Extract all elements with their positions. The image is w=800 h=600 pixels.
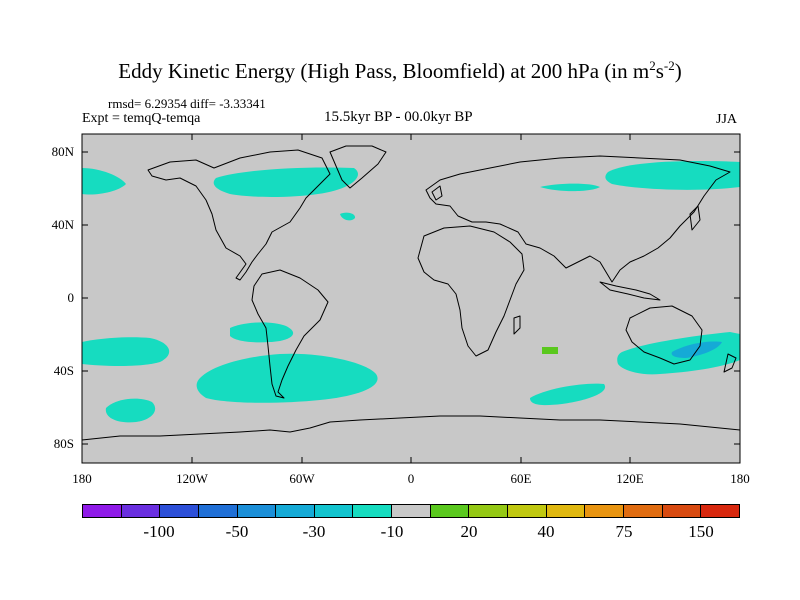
lat-label-40n: 40N xyxy=(51,217,74,232)
patch-north-atlantic-small xyxy=(340,212,356,221)
coast-greenland xyxy=(329,145,387,189)
colorbar-segment xyxy=(701,505,739,517)
colorbar-segment xyxy=(623,505,663,517)
patch-north-america xyxy=(213,167,358,197)
colorbar-segment xyxy=(237,505,277,517)
rmsd-diff-text: rmsd= 6.29354 diff= -3.33341 xyxy=(108,96,266,111)
map-frame xyxy=(81,133,741,464)
coast-eurasia xyxy=(425,155,731,283)
colorbar-segment xyxy=(508,505,547,517)
colorbar-segment xyxy=(121,505,161,517)
coast-australia xyxy=(625,305,703,365)
coast-indonesia xyxy=(599,281,661,301)
lon-label-180w: 180 xyxy=(72,471,92,486)
plot-title: Eddy Kinetic Energy (High Pass, Bloomfie… xyxy=(118,58,682,83)
patch-southern-ocean-east xyxy=(530,383,606,406)
patch-north-pacific-west xyxy=(82,168,126,195)
colorbar-label: -30 xyxy=(302,522,326,541)
patch-south-pacific-west xyxy=(82,337,170,366)
coast-japan xyxy=(689,205,701,231)
map-background xyxy=(82,134,740,463)
coast-antarctica xyxy=(81,415,741,441)
patch-south-pacific-central xyxy=(230,322,294,343)
colorbar-segment xyxy=(546,505,586,517)
patch-southern-ocean-west xyxy=(105,398,156,423)
coast-uk xyxy=(431,185,443,201)
coast-north-america xyxy=(147,149,331,281)
lat-label-80s: 80S xyxy=(53,436,74,451)
coast-new-zealand xyxy=(723,353,737,373)
lat-label-0: 0 xyxy=(67,290,75,305)
colorbar xyxy=(82,504,740,518)
patch-siberia xyxy=(605,161,740,190)
colorbar-segment xyxy=(430,505,470,517)
colorbar-segment xyxy=(160,505,199,517)
colorbar-segment xyxy=(662,505,702,517)
lon-label-180e: 180 xyxy=(730,471,750,486)
colorbar-segment xyxy=(353,505,393,517)
lon-label-60w: 60W xyxy=(289,471,315,486)
coast-africa xyxy=(417,225,525,357)
lat-label-80n: 80N xyxy=(51,144,74,159)
colorbar-segment xyxy=(585,505,624,517)
coastlines xyxy=(81,145,741,441)
coast-south-america xyxy=(251,269,329,399)
lon-label-120w: 120W xyxy=(176,471,208,486)
lat-label-40s: 40S xyxy=(53,363,74,378)
colorbar-segment xyxy=(83,505,122,517)
colorbar-segment xyxy=(198,505,238,517)
period-label: 15.5kyr BP - 00.0kyr BP xyxy=(324,109,473,125)
colorbar-segment xyxy=(276,505,315,517)
lon-label-120e: 120E xyxy=(616,471,644,486)
patch-europe xyxy=(540,183,600,192)
colorbar-label: 20 xyxy=(460,522,478,541)
colorbar-label: 40 xyxy=(537,522,555,541)
colorbar-segment xyxy=(392,505,431,517)
colorbar-label: 150 xyxy=(688,522,714,541)
lon-label-0: 0 xyxy=(407,471,415,486)
season-label: JJA xyxy=(716,112,738,127)
colorbar-segment xyxy=(314,505,354,517)
colorbar-label: -50 xyxy=(225,522,249,541)
colorbar-segment xyxy=(469,505,509,517)
experiment-label: Expt = temqQ-temqa xyxy=(82,111,201,126)
colorbar-label: 75 xyxy=(615,522,633,541)
coast-madagascar xyxy=(513,315,521,335)
colorbar-label: -100 xyxy=(143,522,175,541)
patch-south-america xyxy=(196,353,378,403)
colorbar-label: -10 xyxy=(380,522,404,541)
patch-indian-ocean-green xyxy=(542,347,558,354)
lon-label-60e: 60E xyxy=(510,471,532,486)
